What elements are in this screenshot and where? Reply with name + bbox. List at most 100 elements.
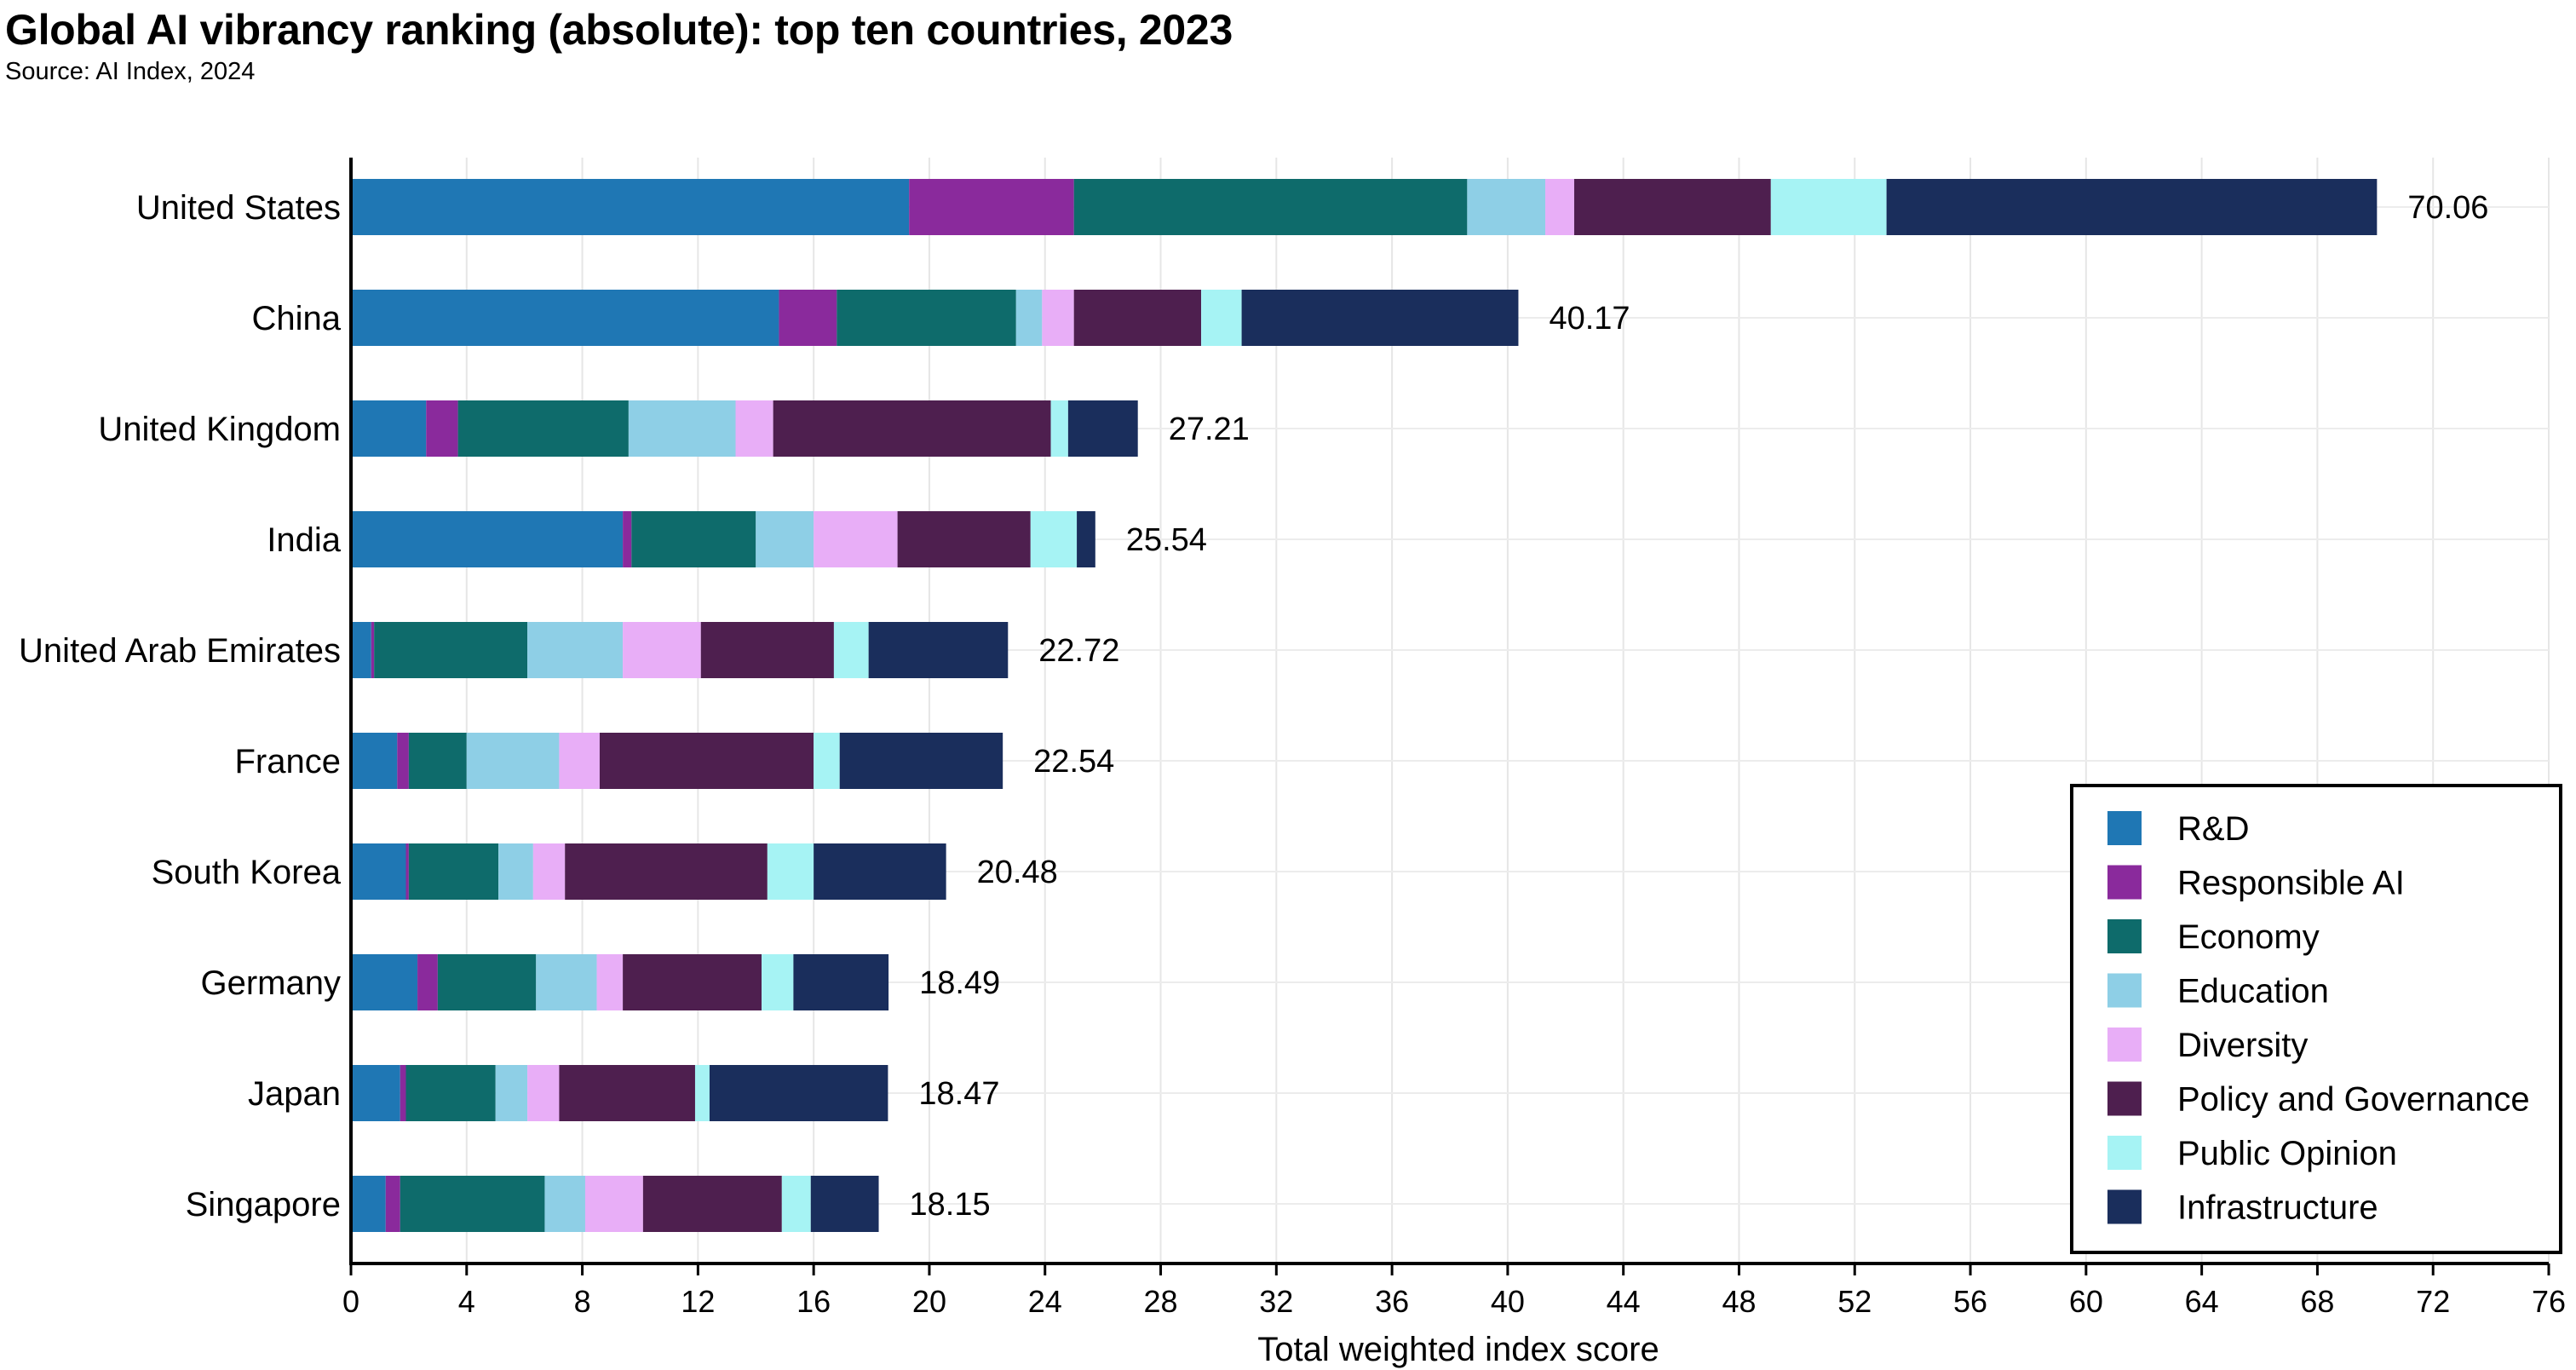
x-tick-label: 64	[2185, 1284, 2219, 1319]
bar-segment-r-d	[351, 400, 427, 457]
legend-swatch	[2107, 973, 2142, 1008]
bar-segment-diversity	[1042, 290, 1074, 346]
bars	[351, 179, 2378, 1232]
labels: United States 70.06 China 40.17 United Kingd…	[19, 189, 2488, 1223]
x-tick-label: 12	[681, 1284, 715, 1319]
bar-segment-public-opinion	[694, 1065, 710, 1121]
bar-segment-r-d	[351, 622, 371, 678]
x-tick-label: 52	[1837, 1284, 1872, 1319]
legend-label: Policy and Governance	[2177, 1081, 2530, 1119]
x-axis-title: Total weighted index score	[1257, 1331, 1659, 1368]
bar-segment-economy	[408, 843, 499, 900]
bar-segment-economy	[631, 511, 756, 567]
bar-segment-policy-and-governance	[559, 1065, 695, 1121]
bar-segment-r-d	[351, 290, 779, 346]
bar-segment-responsible-ai	[426, 400, 458, 457]
total-value-label: 18.49	[919, 965, 1000, 1001]
legend-label: Education	[2177, 973, 2329, 1010]
category-label: United States	[136, 189, 341, 227]
x-tick-label: 68	[2300, 1284, 2334, 1319]
category-label: China	[251, 300, 341, 337]
legend-swatch	[2107, 865, 2142, 900]
bar-segment-r-d	[351, 179, 910, 235]
bar-segment-infrastructure	[814, 843, 946, 900]
x-tick-label: 72	[2416, 1284, 2450, 1319]
category-label: United Arab Emirates	[19, 632, 341, 670]
bar-segment-infrastructure	[839, 733, 1003, 789]
total-value-label: 22.72	[1038, 633, 1119, 669]
x-tick-label: 0	[342, 1284, 359, 1319]
bar-segment-policy-and-governance	[623, 954, 762, 1010]
legend-label: Economy	[2177, 918, 2320, 956]
x-tick-label: 56	[1953, 1284, 1987, 1319]
bar-segment-responsible-ai	[417, 954, 438, 1010]
bar-segment-infrastructure	[1886, 179, 2378, 235]
bar-segment-diversity	[814, 511, 898, 567]
bar-segment-economy	[437, 954, 537, 1010]
legend-swatch	[2107, 1136, 2142, 1170]
x-tick-label: 48	[1722, 1284, 1756, 1319]
bar-segment-infrastructure	[793, 954, 889, 1010]
bar-segment-public-opinion	[781, 1176, 811, 1232]
bar-segment-diversity	[735, 400, 773, 457]
axes: 0 4 8 12 16 20 24 28 32 36 40 44 48 52 56 60 64 68 72 76	[342, 158, 2566, 1319]
bar-segment-education	[466, 733, 560, 789]
bar-segment-policy-and-governance	[1573, 179, 1771, 235]
bar-segment-public-opinion	[814, 733, 840, 789]
bar-segment-economy	[837, 290, 1016, 346]
legend-label: Infrastructure	[2177, 1189, 2378, 1227]
chart-subtitle: Source: AI Index, 2024	[5, 58, 256, 85]
bar-segment-economy	[400, 1176, 545, 1232]
bar-segment-economy	[1073, 179, 1468, 235]
bar-segment-diversity	[596, 954, 624, 1010]
chart-title: Global AI vibrancy ranking (absolute): t…	[5, 6, 1233, 54]
bar-segment-education	[756, 511, 814, 567]
bar-segment-infrastructure	[1241, 290, 1519, 346]
x-tick-label: 24	[1028, 1284, 1062, 1319]
category-label: France	[235, 743, 342, 780]
bar-segment-education	[527, 622, 624, 678]
bar-segment-responsible-ai	[779, 290, 837, 346]
bar-segment-public-opinion	[762, 954, 794, 1010]
bar-segment-responsible-ai	[385, 1176, 400, 1232]
legend: R&D Responsible AI Economy Education Diversi…	[2070, 784, 2562, 1254]
bar-segment-policy-and-governance	[642, 1176, 782, 1232]
bar-segment-public-opinion	[1050, 400, 1068, 457]
bar-segment-public-opinion	[1201, 290, 1242, 346]
bar-segment-diversity	[1545, 179, 1574, 235]
bar-segment-policy-and-governance	[565, 843, 768, 900]
bar-segment-policy-and-governance	[897, 511, 1031, 567]
bar-segment-policy-and-governance	[773, 400, 1051, 457]
bar-segment-responsible-ai	[371, 622, 375, 678]
category-label: United Kingdom	[98, 411, 341, 448]
bar-segment-diversity	[559, 733, 600, 789]
bar-segment-public-opinion	[833, 622, 869, 678]
x-tick-label: 60	[2069, 1284, 2103, 1319]
bar-segment-education	[628, 400, 736, 457]
total-value-label: 18.15	[910, 1187, 991, 1223]
total-value-label: 20.48	[977, 855, 1058, 890]
bar-segment-education	[495, 1065, 528, 1121]
bar-segment-education	[498, 843, 533, 900]
legend-swatch	[2107, 811, 2142, 845]
category-label: Japan	[248, 1075, 341, 1113]
bar-segment-r-d	[351, 1065, 400, 1121]
bar-segment-policy-and-governance	[599, 733, 814, 789]
x-tick-label: 44	[1607, 1284, 1641, 1319]
bar-segment-public-opinion	[1030, 511, 1078, 567]
bar-segment-infrastructure	[709, 1065, 888, 1121]
bar-segment-infrastructure	[1067, 400, 1138, 457]
bar-segment-responsible-ai	[623, 511, 632, 567]
x-tick-label: 32	[1259, 1284, 1293, 1319]
bar-segment-r-d	[351, 733, 398, 789]
legend-swatch	[2107, 1081, 2142, 1116]
bar-segment-education	[1467, 179, 1546, 235]
legend-swatch	[2107, 1189, 2142, 1224]
x-tick-label: 16	[796, 1284, 831, 1319]
x-tick-label: 76	[2532, 1284, 2566, 1319]
x-tick-label: 8	[574, 1284, 591, 1319]
bar-segment-diversity	[527, 1065, 560, 1121]
category-label: South Korea	[152, 854, 342, 891]
bar-segment-policy-and-governance	[1073, 290, 1202, 346]
